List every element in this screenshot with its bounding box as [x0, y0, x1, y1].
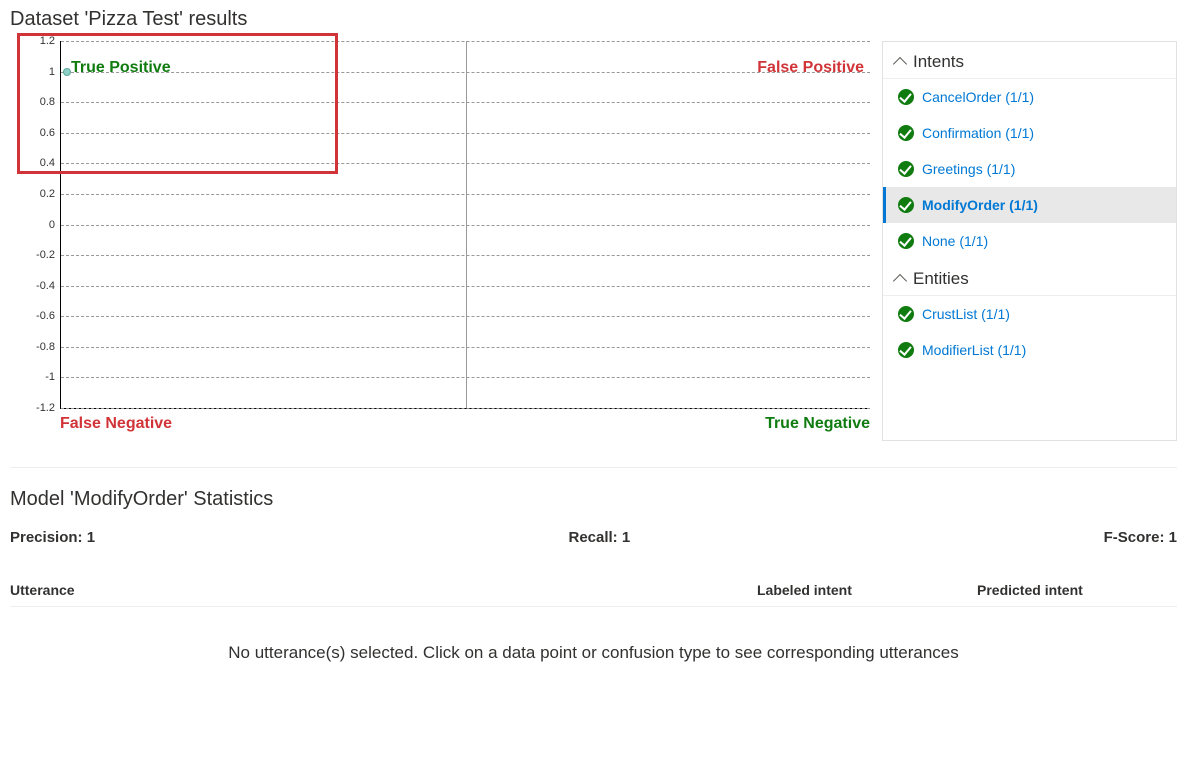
section-header-entities[interactable]: Entities [883, 259, 1176, 296]
quadrant-label-false-positive[interactable]: False Positive [757, 59, 864, 77]
y-tick-label: 0 [23, 219, 55, 231]
col-utterance[interactable]: Utterance [10, 582, 757, 598]
y-tick-label: 0.8 [23, 96, 55, 108]
check-circle-icon [898, 89, 914, 105]
list-item-label: ModifyOrder (1/1) [922, 197, 1038, 213]
section-title: Intents [913, 52, 964, 72]
list-item-label: Confirmation (1/1) [922, 125, 1034, 141]
list-item-label: CrustList (1/1) [922, 306, 1010, 322]
empty-state-message: No utterance(s) selected. Click on a dat… [10, 643, 1177, 663]
y-tick-label: 0.2 [23, 188, 55, 200]
x-midline [466, 41, 467, 408]
stats-title: Model 'ModifyOrder' Statistics [10, 488, 1177, 511]
y-tick-label: 0.4 [23, 157, 55, 169]
col-labeled-intent[interactable]: Labeled intent [757, 582, 977, 598]
check-circle-icon [898, 306, 914, 322]
quadrant-label-true-positive[interactable]: True Positive [71, 59, 171, 77]
check-circle-icon [898, 233, 914, 249]
list-item[interactable]: None (1/1) [883, 223, 1176, 259]
chevron-up-icon [893, 274, 907, 288]
list-item-label: None (1/1) [922, 233, 988, 249]
recall-stat: Recall: 1 [568, 529, 630, 546]
fscore-stat: F-Score: 1 [1104, 529, 1177, 546]
y-tick-label: -0.6 [23, 310, 55, 322]
list-item-label: Greetings (1/1) [922, 161, 1015, 177]
check-circle-icon [898, 125, 914, 141]
confusion-chart[interactable]: 1.210.80.60.40.20-0.2-0.4-0.6-0.8-1-1.2T… [10, 41, 870, 433]
section-title: Entities [913, 269, 969, 289]
list-item-label: ModifierList (1/1) [922, 342, 1026, 358]
y-tick-label: -0.8 [23, 341, 55, 353]
utterance-table-header: Utterance Labeled intent Predicted inten… [10, 582, 1177, 607]
quadrant-label-false-negative[interactable]: False Negative [60, 415, 172, 433]
page-title: Dataset 'Pizza Test' results [10, 8, 1177, 31]
check-circle-icon [898, 342, 914, 358]
y-tick-label: 1 [23, 66, 55, 78]
col-predicted-intent[interactable]: Predicted intent [977, 582, 1177, 598]
y-tick-label: -1 [23, 371, 55, 383]
y-tick-label: -0.4 [23, 280, 55, 292]
check-circle-icon [898, 161, 914, 177]
data-point[interactable] [63, 68, 71, 76]
check-circle-icon [898, 197, 914, 213]
list-item[interactable]: Greetings (1/1) [883, 151, 1176, 187]
list-item[interactable]: CancelOrder (1/1) [883, 79, 1176, 115]
y-tick-label: 0.6 [23, 127, 55, 139]
chevron-up-icon [893, 57, 907, 71]
y-tick-label: -0.2 [23, 249, 55, 261]
highlight-box [17, 33, 338, 174]
results-side-panel[interactable]: Intents CancelOrder (1/1) Confirmation (1/… [882, 41, 1177, 441]
quadrant-label-true-negative[interactable]: True Negative [765, 415, 870, 433]
precision-stat: Precision: 1 [10, 529, 95, 546]
divider [10, 467, 1177, 468]
list-item[interactable]: CrustList (1/1) [883, 296, 1176, 332]
list-item[interactable]: ModifyOrder (1/1) [883, 187, 1176, 223]
y-tick-label: 1.2 [23, 35, 55, 47]
gridline [61, 408, 870, 409]
section-header-intents[interactable]: Intents [883, 42, 1176, 79]
y-tick-label: -1.2 [23, 402, 55, 414]
list-item-label: CancelOrder (1/1) [922, 89, 1034, 105]
list-item[interactable]: Confirmation (1/1) [883, 115, 1176, 151]
list-item[interactable]: ModifierList (1/1) [883, 332, 1176, 368]
